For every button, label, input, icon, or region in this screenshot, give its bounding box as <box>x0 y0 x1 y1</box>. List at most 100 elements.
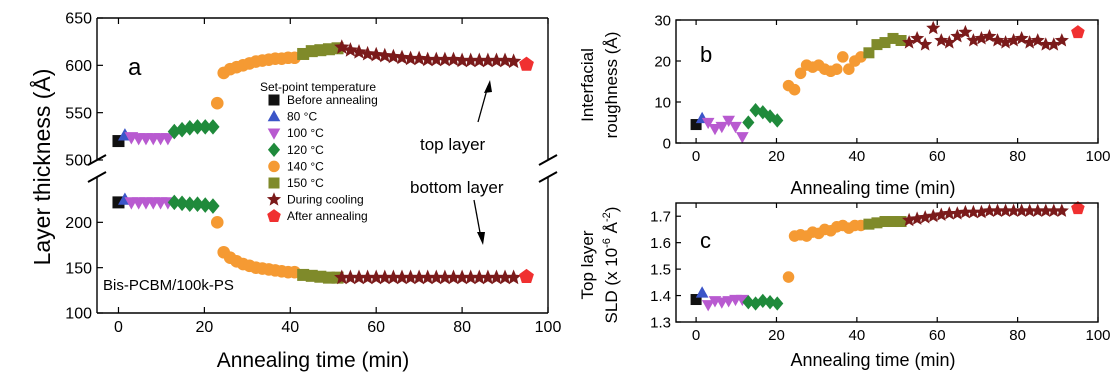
data-point <box>958 204 973 219</box>
data-point <box>1038 37 1053 51</box>
panel-c-xlabel: Annealing time (min) <box>790 350 955 370</box>
data-point <box>982 203 997 217</box>
data-point <box>729 121 742 134</box>
panel-c-sld-chart: 0 20 40 60 80 100 1.3 1.4 1.5 1.6 1.7 c Annealing … <box>578 201 1111 370</box>
y-tick-label: 500 <box>65 153 92 170</box>
data-point <box>942 206 957 220</box>
data-point <box>701 300 715 312</box>
data-point <box>958 24 973 39</box>
data-point <box>998 203 1013 217</box>
data-point <box>488 52 505 68</box>
data-point <box>342 42 359 57</box>
data-point <box>794 67 807 80</box>
axis-break-mark <box>538 171 558 183</box>
panel-b-xlabel: Annealing time (min) <box>790 178 955 198</box>
legend-marker <box>267 142 281 157</box>
x-tick-label: 40 <box>849 327 866 344</box>
y-tick-label: 1.5 <box>650 261 671 278</box>
data-point <box>918 37 933 51</box>
data-point <box>198 197 212 213</box>
data-point <box>1054 33 1069 47</box>
data-point <box>437 269 453 285</box>
data-point <box>871 217 883 229</box>
data-point <box>497 52 513 68</box>
data-point <box>950 206 965 220</box>
x-tick-label: 20 <box>195 319 213 336</box>
panel-c-ylabel-line2: SLD (x 10-6 Å-2) <box>601 207 621 324</box>
data-point <box>1006 203 1021 217</box>
data-point <box>742 115 755 130</box>
arrow-top-layer <box>477 80 492 123</box>
legend-marker <box>268 177 280 189</box>
panel-b-axes: 0 20 40 60 80 100 0 10 20 30 <box>654 12 1110 165</box>
data-point <box>788 83 801 96</box>
legend-entry: Before annealing <box>287 93 378 107</box>
panel-a-sample-label: Bis-PCBM/100k-PS <box>103 277 234 294</box>
data-point <box>926 208 941 223</box>
data-point <box>690 294 702 306</box>
data-point <box>910 211 925 225</box>
data-point <box>206 198 220 214</box>
panel-b-ylabel-line2: roughness (Å) <box>602 32 621 139</box>
y-tick-label: 150 <box>65 260 92 277</box>
panel-a-axes: 0 20 40 60 80 100 500 550 600 650 100 150 200 <box>65 11 561 336</box>
x-tick-label: 40 <box>849 148 866 165</box>
x-tick-label: 40 <box>281 319 299 336</box>
data-point <box>690 119 702 131</box>
data-point <box>402 269 419 285</box>
legend-marker <box>267 209 281 222</box>
data-point <box>351 44 367 59</box>
data-point <box>863 47 875 59</box>
panel-a-ylabel: Layer thickness (Å) <box>28 69 55 266</box>
panel-b-markers <box>690 20 1085 144</box>
panel-a-annotation-bottom-layer: bottom layer <box>410 178 504 197</box>
data-point <box>1046 203 1061 217</box>
legend-marker <box>267 128 281 140</box>
data-point <box>749 103 762 118</box>
data-point <box>488 269 505 285</box>
data-point <box>1022 35 1037 49</box>
data-point <box>411 269 427 285</box>
data-point <box>950 29 965 43</box>
legend-marker <box>268 160 280 173</box>
data-point <box>756 293 769 308</box>
data-point <box>428 269 444 285</box>
data-point <box>722 115 735 128</box>
data-point <box>167 194 181 211</box>
panel-a-legend: Set-point temperature Before annealing 80… <box>260 80 378 223</box>
data-point <box>402 50 419 66</box>
x-tick-label: 100 <box>535 319 562 336</box>
panel-c-ylabel-line1: Top layer <box>578 230 597 299</box>
frame <box>675 202 1099 323</box>
data-point <box>863 218 875 230</box>
x-tick-label: 60 <box>929 148 946 165</box>
data-point <box>742 295 755 310</box>
y-tick-label: 100 <box>65 306 92 323</box>
data-point <box>782 271 795 283</box>
y-tick-label: 20 <box>654 53 671 70</box>
legend-marker <box>266 192 282 206</box>
x-tick-label: 0 <box>692 327 700 344</box>
y-tick-label: 200 <box>65 215 92 232</box>
data-point <box>351 269 367 285</box>
data-point <box>990 203 1005 217</box>
legend-marker <box>268 94 280 106</box>
panel-a-layer-thickness-chart: 0 20 40 60 80 100 500 550 600 650 100 150 200 a Bis-… <box>28 11 561 372</box>
axis-break-mark <box>87 171 107 183</box>
data-point <box>771 113 784 128</box>
data-point <box>1014 203 1029 217</box>
data-point <box>974 31 989 45</box>
panel-a-xlabel: Annealing time (min) <box>217 349 410 372</box>
data-point <box>934 207 949 221</box>
data-point <box>206 119 220 135</box>
data-point <box>974 204 989 219</box>
data-point <box>701 117 715 130</box>
y-tick-label: 550 <box>65 105 92 122</box>
data-point <box>990 33 1005 47</box>
data-point <box>359 269 376 285</box>
data-point <box>505 269 522 285</box>
data-point <box>1071 25 1085 39</box>
data-point <box>463 269 479 285</box>
data-point <box>902 35 917 49</box>
data-point <box>183 196 197 212</box>
